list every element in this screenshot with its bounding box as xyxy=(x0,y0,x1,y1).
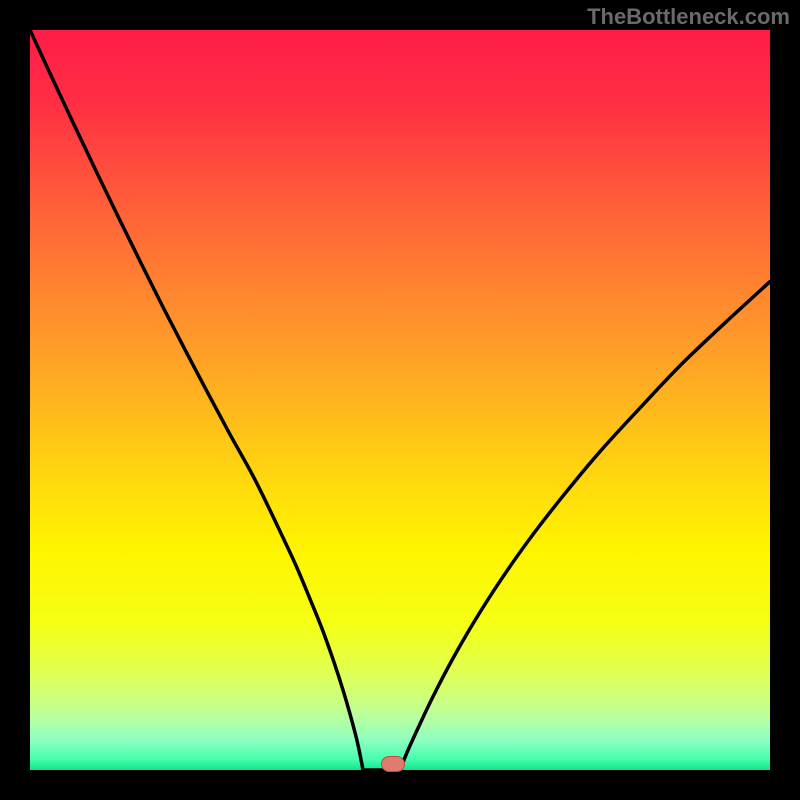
watermark-text: TheBottleneck.com xyxy=(587,4,790,30)
chart-container: TheBottleneck.com xyxy=(0,0,800,800)
optimal-point-marker xyxy=(381,756,405,772)
bottleneck-curve xyxy=(30,30,770,770)
plot-area xyxy=(30,30,770,770)
